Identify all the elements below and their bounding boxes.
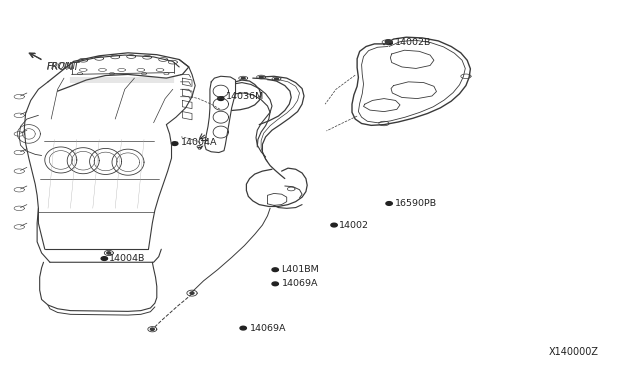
Text: L401BM: L401BM: [282, 265, 319, 274]
Polygon shape: [240, 326, 246, 330]
Polygon shape: [101, 257, 108, 260]
Polygon shape: [241, 77, 245, 79]
Polygon shape: [218, 97, 224, 100]
Polygon shape: [190, 292, 194, 294]
Text: X140000Z: X140000Z: [549, 347, 599, 356]
Text: 14004B: 14004B: [109, 254, 145, 263]
Polygon shape: [259, 76, 263, 78]
Polygon shape: [386, 202, 392, 205]
Text: FRONT: FRONT: [47, 62, 80, 72]
Text: 14069A: 14069A: [282, 279, 318, 288]
Polygon shape: [275, 78, 278, 80]
Text: 14036M: 14036M: [226, 92, 264, 101]
Text: FRONT: FRONT: [47, 62, 77, 71]
Polygon shape: [331, 223, 337, 227]
Polygon shape: [272, 282, 278, 286]
Polygon shape: [272, 268, 278, 272]
Polygon shape: [150, 328, 154, 330]
Text: 14004A: 14004A: [180, 138, 217, 147]
Polygon shape: [386, 41, 392, 45]
Text: 14002B: 14002B: [395, 38, 431, 47]
Polygon shape: [172, 142, 178, 145]
Polygon shape: [385, 40, 392, 44]
Text: 16590PB: 16590PB: [395, 199, 437, 208]
Text: 14002: 14002: [339, 221, 369, 230]
Text: 14069A: 14069A: [250, 324, 286, 333]
Polygon shape: [107, 252, 111, 254]
